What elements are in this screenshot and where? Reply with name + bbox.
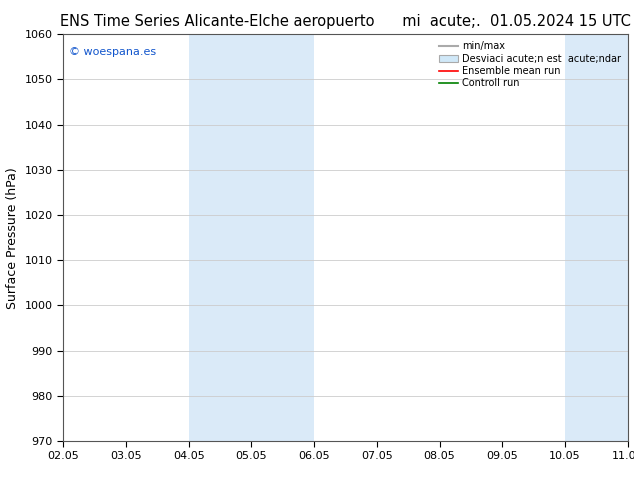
Bar — [252, 34, 314, 441]
Legend: min/max, Desviaci acute;n est  acute;ndar, Ensemble mean run, Controll run: min/max, Desviaci acute;n est acute;ndar… — [435, 37, 624, 92]
Y-axis label: Surface Pressure (hPa): Surface Pressure (hPa) — [6, 167, 19, 309]
Bar — [189, 34, 252, 441]
Text: © woespana.es: © woespana.es — [69, 47, 156, 56]
Title: ENS Time Series Alicante-Elche aeropuerto      mi  acute;.  01.05.2024 15 UTC: ENS Time Series Alicante-Elche aeropuert… — [60, 14, 631, 29]
Bar — [565, 34, 628, 441]
